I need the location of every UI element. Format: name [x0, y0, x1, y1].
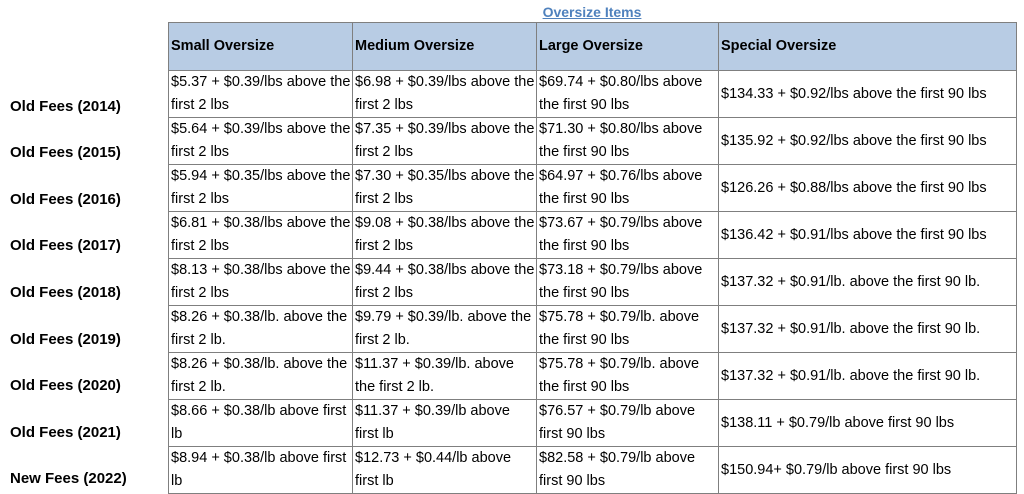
row-label: Old Fees (2021)	[10, 423, 121, 441]
fee-cell-special: $136.42 + $0.91/lbs above the first 90 l…	[718, 211, 1017, 259]
fee-cell-special: $150.94+ $0.79/lb above first 90 lbs	[718, 446, 1017, 494]
fee-cell-small: $8.26 + $0.38/lb. above the first 2 lb.	[168, 352, 353, 400]
fee-cell-special: $134.33 + $0.92/lbs above the first 90 l…	[718, 70, 1017, 118]
fee-cell-special: $137.32 + $0.91/lb. above the first 90 l…	[718, 352, 1017, 400]
column-header-special-oversize: Special Oversize	[718, 22, 1017, 71]
table-row: $5.37 + $0.39/lbs above the first 2 lbs …	[168, 70, 1017, 118]
table-row: $6.81 + $0.38/lbs above the first 2 lbs …	[168, 211, 1017, 259]
row-label: Old Fees (2016)	[10, 190, 121, 208]
fee-cell-large: $75.78 + $0.79/lb. above the first 90 lb…	[536, 352, 719, 400]
column-header-large-oversize: Large Oversize	[536, 22, 719, 71]
fee-cell-medium: $9.08 + $0.38/lbs above the first 2 lbs	[352, 211, 537, 259]
fee-cell-small: $8.26 + $0.38/lb. above the first 2 lb.	[168, 305, 353, 353]
row-label: New Fees (2022)	[10, 470, 127, 488]
fee-cell-special: $137.32 + $0.91/lb. above the first 90 l…	[718, 258, 1017, 306]
oversize-fees-table: Small Oversize Medium Oversize Large Ove…	[168, 22, 1017, 494]
table-row: $5.64 + $0.39/lbs above the first 2 lbs …	[168, 117, 1017, 165]
fee-cell-medium: $9.44 + $0.38/lbs above the first 2 lbs	[352, 258, 537, 306]
table-row: $8.94 + $0.38/lb above first lb $12.73 +…	[168, 446, 1017, 494]
fee-cell-small: $8.94 + $0.38/lb above first lb	[168, 446, 353, 494]
row-label: Old Fees (2014)	[10, 97, 121, 115]
fee-cell-medium: $6.98 + $0.39/lbs above the first 2 lbs	[352, 70, 537, 118]
row-label: Old Fees (2020)	[10, 377, 121, 395]
table-row: $8.26 + $0.38/lb. above the first 2 lb. …	[168, 352, 1017, 400]
fee-cell-large: $73.18 + $0.79/lbs above the first 90 lb…	[536, 258, 719, 306]
fee-cell-large: $69.74 + $0.80/lbs above the first 90 lb…	[536, 70, 719, 118]
fee-cell-small: $8.66 + $0.38/lb above first lb	[168, 399, 353, 447]
table-row: $8.26 + $0.38/lb. above the first 2 lb. …	[168, 305, 1017, 353]
fee-cell-special: $135.92 + $0.92/lbs above the first 90 l…	[718, 117, 1017, 165]
row-label: Old Fees (2017)	[10, 237, 121, 255]
fee-cell-small: $5.94 + $0.35/lbs above the first 2 lbs	[168, 164, 353, 212]
table-title: Oversize Items	[542, 4, 642, 20]
fee-cell-large: $71.30 + $0.80/lbs above the first 90 lb…	[536, 117, 719, 165]
fee-cell-large: $75.78 + $0.79/lb. above the first 90 lb…	[536, 305, 719, 353]
fee-cell-small: $8.13 + $0.38/lbs above the first 2 lbs	[168, 258, 353, 306]
row-label: Old Fees (2019)	[10, 330, 121, 348]
table-row: $5.94 + $0.35/lbs above the first 2 lbs …	[168, 164, 1017, 212]
fee-cell-medium: $11.37 + $0.39/lb above first lb	[352, 399, 537, 447]
fee-cell-medium: $9.79 + $0.39/lb. above the first 2 lb.	[352, 305, 537, 353]
fee-cell-special: $126.26 + $0.88/lbs above the first 90 l…	[718, 164, 1017, 212]
fee-cell-large: $73.67 + $0.79/lbs above the first 90 lb…	[536, 211, 719, 259]
table-row: $8.13 + $0.38/lbs above the first 2 lbs …	[168, 258, 1017, 306]
column-header-small-oversize: Small Oversize	[168, 22, 353, 71]
row-labels: Old Fees (2014) Old Fees (2015) Old Fees…	[0, 70, 168, 489]
fee-cell-special: $138.11 + $0.79/lb above first 90 lbs	[718, 399, 1017, 447]
column-header-medium-oversize: Medium Oversize	[352, 22, 537, 71]
fee-cell-medium: $7.35 + $0.39/lbs above the first 2 lbs	[352, 117, 537, 165]
fee-cell-large: $76.57 + $0.79/lb above first 90 lbs	[536, 399, 719, 447]
fee-cell-medium: $7.30 + $0.35/lbs above the first 2 lbs	[352, 164, 537, 212]
fee-cell-large: $82.58 + $0.79/lb above first 90 lbs	[536, 446, 719, 494]
table-row: $8.66 + $0.38/lb above first lb $11.37 +…	[168, 399, 1017, 447]
fee-cell-small: $6.81 + $0.38/lbs above the first 2 lbs	[168, 211, 353, 259]
fee-cell-special: $137.32 + $0.91/lb. above the first 90 l…	[718, 305, 1017, 353]
row-label: Old Fees (2018)	[10, 283, 121, 301]
fee-cell-small: $5.64 + $0.39/lbs above the first 2 lbs	[168, 117, 353, 165]
table-header-row: Small Oversize Medium Oversize Large Ove…	[168, 22, 1017, 71]
fee-cell-small: $5.37 + $0.39/lbs above the first 2 lbs	[168, 70, 353, 118]
fee-cell-large: $64.97 + $0.76/lbs above the first 90 lb…	[536, 164, 719, 212]
row-label: Old Fees (2015)	[10, 144, 121, 162]
fee-cell-medium: $11.37 + $0.39/lb. above the first 2 lb.	[352, 352, 537, 400]
fee-cell-medium: $12.73 + $0.44/lb above first lb	[352, 446, 537, 494]
